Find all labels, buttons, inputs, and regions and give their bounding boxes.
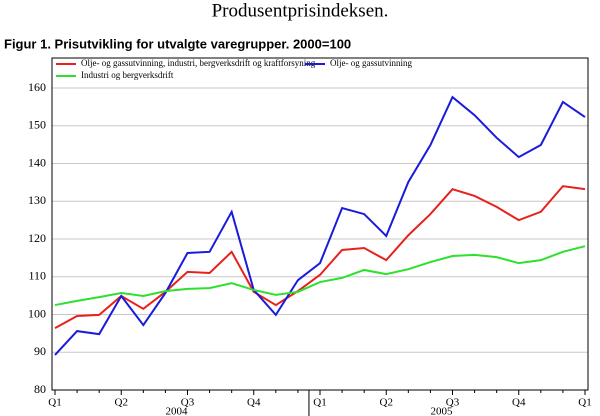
y-tick-label: 160 bbox=[28, 80, 46, 94]
y-tick-label: 130 bbox=[28, 193, 46, 207]
legend-label: Olje- og gassutvinning, industri, bergve… bbox=[81, 58, 316, 68]
x-tick-label: Q1 bbox=[578, 397, 591, 409]
year-label: 2005 bbox=[430, 406, 453, 416]
x-tick-label: Q3 bbox=[181, 397, 195, 409]
plot-frame bbox=[51, 57, 589, 391]
page-title: Produsentprisindeksen. bbox=[212, 0, 389, 21]
y-tick-label: 110 bbox=[28, 269, 46, 283]
y-tick-label: 100 bbox=[28, 306, 46, 320]
x-tick-label: Q4 bbox=[512, 397, 526, 409]
chart-title: Figur 1. Prisutvikling for utvalgte vare… bbox=[4, 36, 351, 51]
y-tick-label: 80 bbox=[34, 382, 46, 396]
series-line bbox=[54, 95, 586, 356]
x-tick-label: Q4 bbox=[247, 397, 261, 409]
x-tick-label: Q1 bbox=[48, 397, 61, 409]
x-tick-label: Q2 bbox=[380, 397, 393, 409]
y-tick-label: 150 bbox=[28, 118, 46, 132]
x-tick-label: Q3 bbox=[446, 397, 460, 409]
series-line bbox=[54, 185, 586, 329]
y-tick-label: 90 bbox=[34, 344, 46, 358]
x-tick-label: Q1 bbox=[313, 397, 326, 409]
year-label: 2004 bbox=[165, 406, 188, 416]
legend-label: Olje- og gassutvinning bbox=[330, 58, 412, 68]
x-tick-label: Q2 bbox=[115, 397, 128, 409]
y-tick-label: 140 bbox=[28, 155, 46, 169]
series-line bbox=[54, 245, 586, 307]
legend-label: Industri og bergverksdrift bbox=[81, 70, 174, 80]
y-tick-label: 120 bbox=[28, 231, 46, 245]
